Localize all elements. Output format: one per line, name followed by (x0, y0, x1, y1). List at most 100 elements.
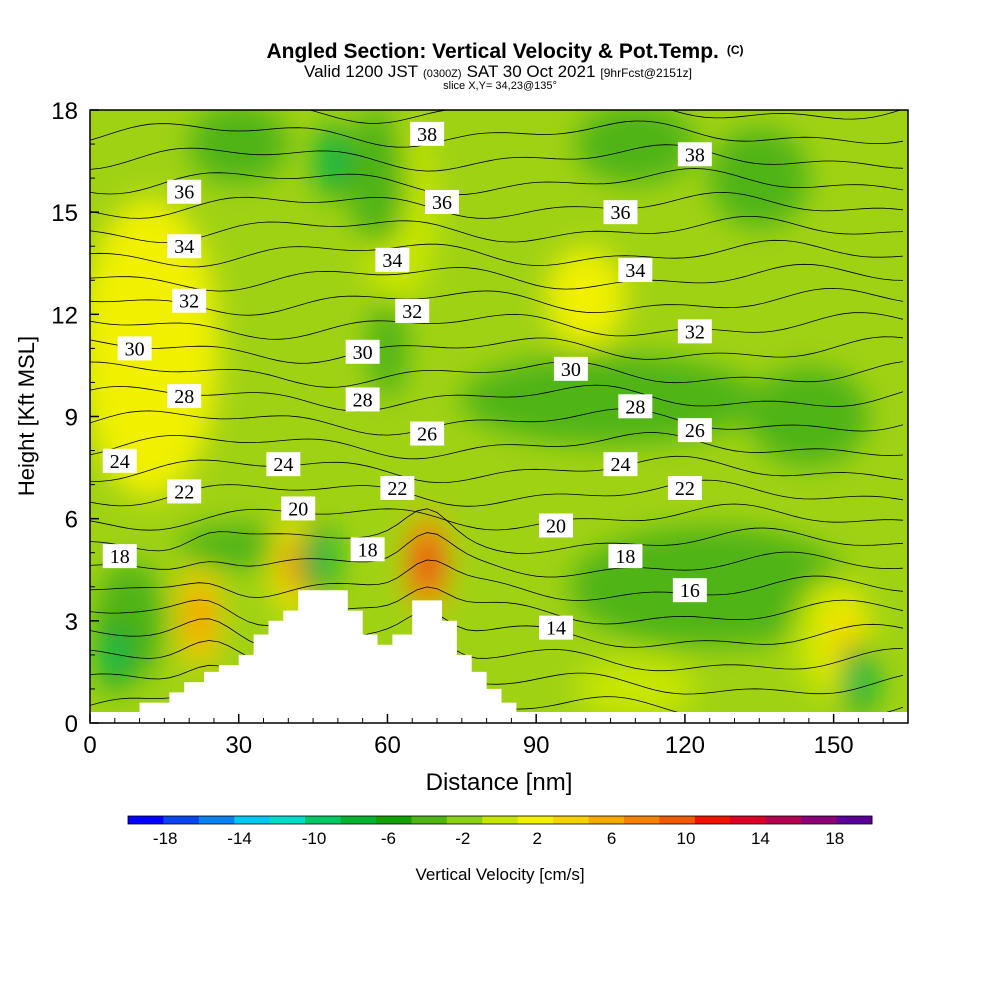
theta-isoline (90, 532, 904, 578)
theta-label: 28 (167, 384, 202, 409)
theta-label-text: 24 (273, 454, 293, 476)
terrain (90, 590, 908, 723)
theta-label: 34 (167, 234, 202, 259)
chart-subtitle: Valid 1200 JST (0300Z) SAT 30 Oct 2021 [9hr… (304, 62, 692, 81)
theta-label: 26 (410, 421, 445, 446)
theta-label: 20 (539, 513, 574, 538)
x-tick-label: 90 (523, 732, 550, 759)
theta-isoline (90, 455, 904, 484)
colorbar-tick-label: -18 (153, 829, 178, 848)
theta-label-text: 32 (179, 291, 199, 313)
theta-isoline (90, 633, 904, 676)
theta-label: 14 (539, 615, 574, 640)
theta-isoline (90, 508, 904, 554)
theta-isoline (90, 586, 904, 627)
colorbar-swatch (659, 816, 696, 824)
theta-label-text: 32 (402, 301, 422, 323)
theta-isoline (90, 287, 904, 316)
theta-label: 24 (603, 452, 638, 477)
theta-label-text: 24 (610, 454, 630, 476)
y-tick-label: 6 (65, 507, 78, 534)
x-axis: 0 30 60 90 120 150 (83, 714, 884, 759)
theta-isoline (90, 559, 904, 602)
colorbar-swatch (553, 816, 590, 824)
theta-label-text: 20 (546, 515, 566, 537)
theta-label: 36 (603, 200, 638, 225)
theta-isoline (308, 110, 902, 124)
slice-info: slice X,Y= 34,23@135° (443, 80, 557, 92)
theta-label: 26 (677, 418, 712, 443)
updraft-peak (421, 540, 434, 585)
theta-isoline (90, 820, 903, 865)
theta-contour-labels: 38 38 36 36 36 34 34 34 32 32 32 30 30 30 28 28 28 26 26 24… (102, 121, 712, 640)
colorbar-swatch (234, 816, 271, 824)
velocity-field (90, 110, 877, 719)
updraft-peak (287, 544, 300, 589)
field-region (748, 366, 869, 467)
colorbar-swatch (517, 816, 554, 824)
theta-isoline (90, 239, 904, 268)
theta-isoline (90, 503, 904, 531)
theta-label-text: 28 (174, 386, 194, 408)
colorbar-swatch (694, 816, 731, 824)
x-tick-label: 30 (225, 732, 252, 759)
x-tick-label: 0 (83, 732, 96, 759)
theta-label: 30 (345, 339, 380, 364)
colorbar-swatch (588, 816, 625, 824)
field-region (460, 354, 761, 445)
theta-label-text: 14 (546, 618, 566, 640)
theta-label: 32 (395, 298, 430, 323)
colorbar-tick-label: -14 (227, 829, 252, 848)
colorbar-swatch (163, 816, 200, 824)
theta-label: 38 (677, 142, 712, 167)
colorbar-frame (127, 815, 873, 825)
theta-label-text: 30 (561, 359, 581, 381)
field-region (575, 110, 696, 185)
theta-isoline (90, 361, 904, 388)
colorbar-swatch (446, 816, 483, 824)
field-region (347, 110, 408, 249)
theta-label: 32 (172, 288, 207, 313)
x-axis-label: Distance [nm] (426, 769, 573, 796)
theta-label-text: 16 (680, 580, 700, 602)
y-axis: 0 3 6 9 12 15 18 (51, 98, 99, 738)
colorbar-tick-label: 18 (825, 829, 844, 848)
chart-title: Angled Section: Vertical Velocity & Pot.… (266, 40, 743, 63)
colorbar-tick-label: 2 (532, 829, 541, 848)
y-tick-label: 9 (65, 405, 78, 432)
theta-label-text: 30 (353, 342, 373, 364)
theta-label-text: 18 (615, 546, 635, 568)
theta-isoline (90, 732, 903, 769)
colorbar-tick-label: 14 (751, 829, 770, 848)
theta-label: 24 (102, 448, 137, 473)
y-tick-label: 0 (65, 711, 78, 738)
theta-label-text: 36 (432, 192, 452, 214)
downdraft-core (309, 537, 328, 582)
theta-label-text: 24 (110, 451, 130, 473)
colorbar-swatch (411, 816, 448, 824)
field-region (178, 523, 299, 568)
theta-isoline (90, 168, 904, 196)
theta-isoline (90, 312, 904, 340)
downdraft-core (105, 632, 124, 677)
theta-label-text: 22 (675, 478, 695, 500)
theta-label-text: 26 (685, 420, 705, 442)
theta-label: 36 (167, 179, 202, 204)
theta-label: 34 (618, 258, 653, 283)
theta-label: 28 (345, 387, 380, 412)
colorbar-tick-label: 10 (677, 829, 696, 848)
theta-label: 30 (553, 356, 588, 381)
x-tick-label: 60 (374, 732, 401, 759)
colorbar-swatch (269, 816, 306, 824)
theta-label-text: 22 (174, 481, 194, 503)
colorbar-swatch (765, 816, 802, 824)
x-tick-label: 120 (665, 732, 705, 759)
theta-label-text: 18 (110, 546, 130, 568)
theta-label: 24 (266, 452, 301, 477)
colorbar-swatch (305, 816, 342, 824)
updraft-peak (193, 595, 206, 640)
colorbar-tick-label: -6 (381, 829, 396, 848)
theta-label: 32 (677, 319, 712, 344)
colorbar-swatch (198, 816, 235, 824)
field-region (709, 128, 810, 229)
